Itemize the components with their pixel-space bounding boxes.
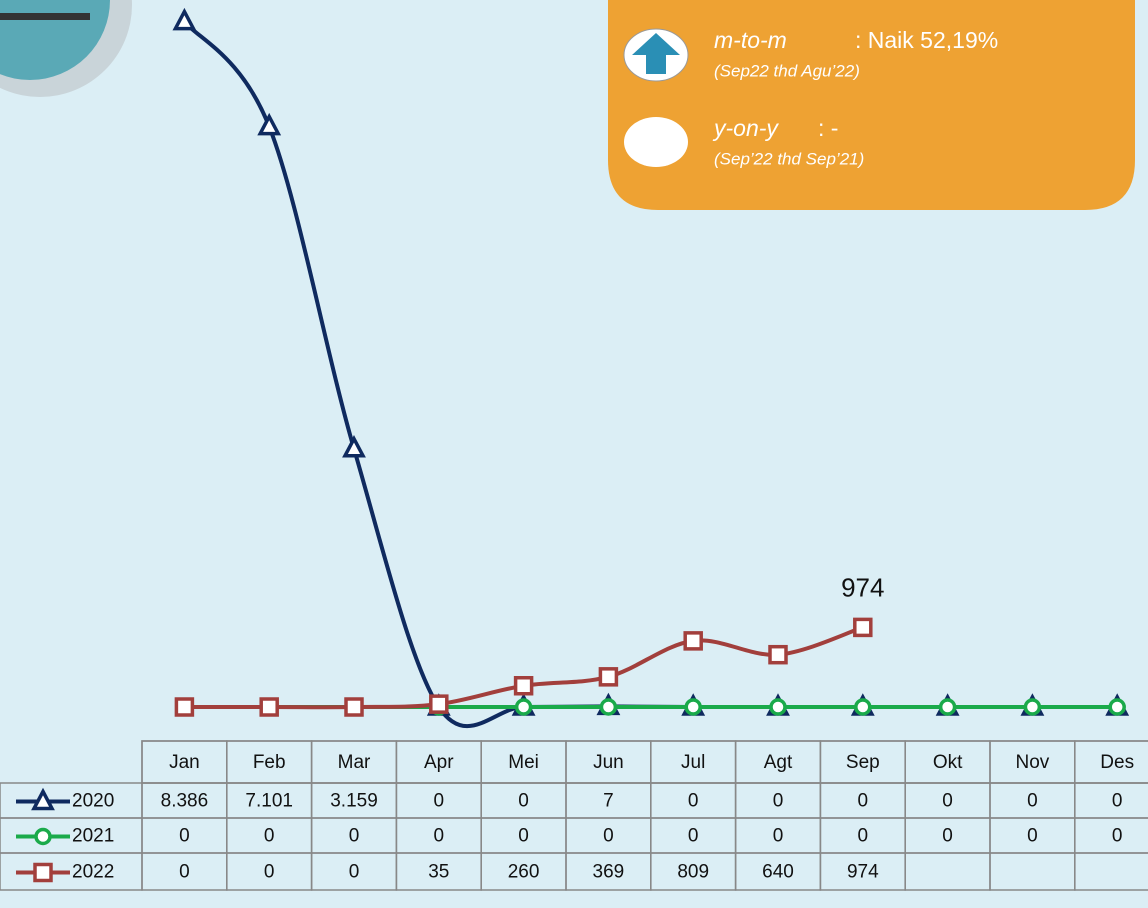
table-cell bbox=[1074, 852, 1148, 891]
table-value: 0 bbox=[179, 862, 190, 883]
legend-label: 2021 bbox=[72, 826, 114, 847]
table-value: 974 bbox=[847, 862, 879, 883]
marker bbox=[599, 698, 618, 716]
x-tick-label: Agt bbox=[764, 752, 793, 773]
table-value: 0 bbox=[603, 826, 614, 847]
table-value: 0 bbox=[349, 826, 360, 847]
table-value: 0 bbox=[858, 791, 869, 812]
table-value: 0 bbox=[942, 826, 953, 847]
marker bbox=[514, 698, 533, 716]
yoy-icon bbox=[624, 117, 688, 167]
info-box bbox=[608, 0, 1135, 210]
table-value: 0 bbox=[1027, 791, 1038, 812]
table-value: 0 bbox=[264, 862, 275, 883]
table-value: 0 bbox=[179, 826, 190, 847]
table-value: 0 bbox=[858, 826, 869, 847]
marker bbox=[854, 698, 872, 716]
marker bbox=[259, 697, 279, 717]
x-tick-label: Okt bbox=[933, 752, 963, 773]
marker bbox=[1108, 698, 1126, 716]
marker bbox=[513, 675, 534, 696]
table-value: 0 bbox=[688, 791, 699, 812]
marker bbox=[598, 667, 619, 687]
marker bbox=[684, 698, 702, 716]
table-value: 7 bbox=[603, 791, 614, 812]
x-tick-label: Apr bbox=[424, 752, 454, 773]
table-value: 8.386 bbox=[161, 791, 209, 812]
x-tick-label: Sep bbox=[846, 752, 880, 773]
marker bbox=[31, 787, 55, 811]
data-table: Jan Feb Mar Apr Mei Jun Jul Agt Sep Okt Nov Des 2020… bbox=[0, 740, 1148, 891]
table-value: 640 bbox=[762, 862, 794, 883]
marker bbox=[429, 694, 449, 714]
table-value: 260 bbox=[508, 862, 540, 883]
marker bbox=[33, 862, 53, 883]
table-value: 0 bbox=[518, 791, 529, 812]
mtm-text: : Naik 52,19% bbox=[855, 27, 998, 53]
marker bbox=[683, 631, 703, 651]
yoy-period: (Sep’22 thd Sep’21) bbox=[714, 149, 864, 168]
mtm-label: m-to-m bbox=[714, 27, 787, 53]
x-tick-label: Des bbox=[1100, 752, 1134, 773]
x-tick-label: Feb bbox=[253, 752, 286, 773]
table-value: 0 bbox=[434, 791, 445, 812]
marker bbox=[344, 697, 364, 717]
table-cell bbox=[904, 852, 991, 891]
yoy-text: : - bbox=[818, 115, 838, 141]
marker bbox=[172, 7, 197, 31]
marker bbox=[257, 112, 282, 136]
table-value: 35 bbox=[428, 862, 449, 883]
x-tick-label: Jun bbox=[593, 752, 624, 773]
logo-bar bbox=[0, 13, 90, 20]
table-value: 0 bbox=[773, 791, 784, 812]
table-value: 369 bbox=[593, 862, 625, 883]
x-tick-label: Nov bbox=[1016, 752, 1050, 773]
table-value: 0 bbox=[942, 791, 953, 812]
table-value: 7.101 bbox=[245, 791, 293, 812]
legend-label: 2020 bbox=[72, 791, 114, 812]
table-value: 0 bbox=[688, 826, 699, 847]
marker bbox=[342, 435, 366, 458]
table-value: 3.159 bbox=[330, 791, 378, 812]
marker bbox=[768, 644, 788, 665]
x-tick-label: Mei bbox=[508, 752, 539, 773]
yoy-label: y-on-y bbox=[712, 115, 779, 141]
table-value: 0 bbox=[1112, 826, 1123, 847]
x-tick-label: Jan bbox=[169, 752, 200, 773]
table-value: 0 bbox=[1112, 791, 1123, 812]
x-tick-label: Jul bbox=[681, 752, 705, 773]
marker bbox=[769, 698, 787, 716]
marker bbox=[1023, 698, 1042, 716]
x-tick-label: Mar bbox=[338, 752, 371, 773]
marker bbox=[174, 697, 195, 717]
table-value: 0 bbox=[1027, 826, 1038, 847]
table-cell bbox=[989, 852, 1076, 891]
table-value: 0 bbox=[349, 862, 360, 883]
marker bbox=[853, 617, 873, 638]
data-label: 974 bbox=[841, 572, 884, 602]
legend-label: 2022 bbox=[72, 862, 114, 883]
marker bbox=[34, 827, 52, 846]
mtm-period: (Sep22 thd Agu’22) bbox=[714, 61, 860, 80]
up-arrow bbox=[632, 33, 680, 74]
table-value: 0 bbox=[434, 826, 445, 847]
table-value: 0 bbox=[518, 826, 529, 847]
marker bbox=[938, 698, 957, 716]
table-value: 809 bbox=[677, 862, 709, 883]
table-value: 0 bbox=[264, 826, 275, 847]
table-bg bbox=[141, 740, 1148, 784]
table-value: 0 bbox=[773, 826, 784, 847]
